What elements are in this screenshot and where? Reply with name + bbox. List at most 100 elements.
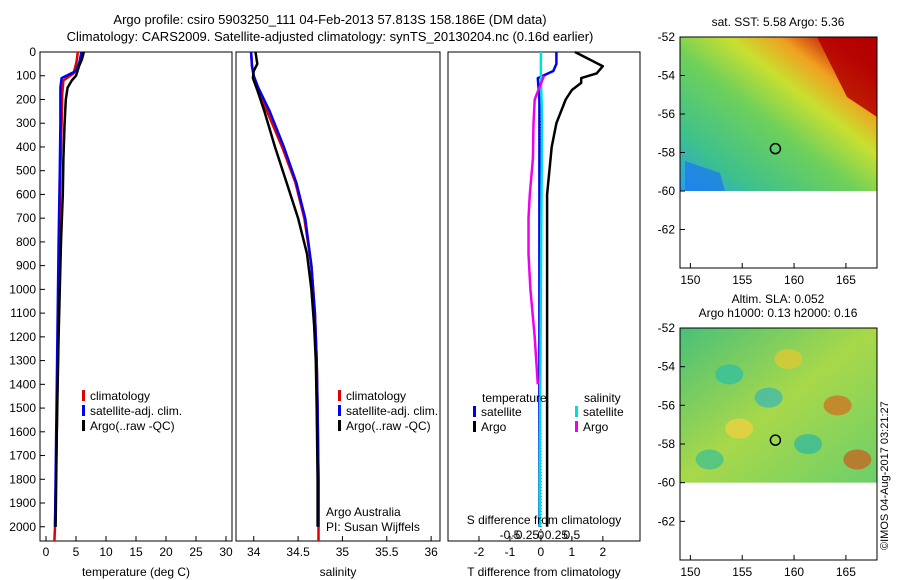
legend-swatch	[473, 421, 476, 432]
legend-swatch	[338, 420, 341, 431]
legend-swatch	[82, 405, 85, 416]
x-tick-label: 36	[424, 545, 438, 559]
x-tick-label: -1	[505, 545, 516, 559]
map-y-tick-label: -56	[658, 398, 676, 412]
map-y-tick-label: -54	[658, 360, 676, 374]
y-tick-label: 0	[29, 45, 36, 59]
panel-frame-0	[39, 51, 233, 542]
map-x-tick-label: 150	[680, 565, 700, 579]
legend-label: climatology	[346, 389, 406, 403]
top-x-tick-label: 0.25	[545, 528, 569, 542]
x-axis-label: salinity	[320, 565, 357, 579]
legend-label: satellite	[481, 405, 522, 419]
sla-eddy	[754, 387, 783, 408]
legend-swatch	[338, 405, 341, 416]
map-x-tick-label: 165	[836, 273, 856, 287]
credit-stamp: ©IMOS 04-Aug-2017 03:21:27	[879, 401, 891, 550]
legend-label: Argo(..raw -QC)	[90, 419, 175, 433]
warm-patch	[817, 37, 877, 117]
x-axis-label: temperature (deg C)	[82, 565, 190, 579]
sla-eddy	[725, 418, 754, 439]
cold-patch	[685, 161, 725, 191]
legend-swatch	[473, 406, 476, 417]
y-tick-label: 900	[16, 259, 36, 273]
y-tick-label: 1200	[9, 330, 36, 344]
sla-eddy	[715, 364, 744, 385]
sla-map-title-line-1: Altim. SLA: 0.052	[732, 292, 825, 306]
map-x-tick-label: 165	[836, 565, 856, 579]
map-x-tick-label: 155	[732, 565, 752, 579]
top-x-tick-label: 0	[538, 528, 545, 542]
y-tick-label: 400	[16, 140, 36, 154]
legend-swatch	[338, 390, 341, 401]
top-x-tick-label: 0.5	[564, 528, 581, 542]
y-tick-label: 1000	[9, 282, 36, 296]
y-tick-label: 1900	[9, 496, 36, 510]
series-line-argo	[251, 51, 319, 527]
panel-frame-1	[235, 51, 441, 542]
map-x-tick-label: 150	[680, 273, 700, 287]
map-y-tick-label: -56	[658, 107, 676, 121]
map-y-tick-label: -62	[658, 223, 676, 237]
x-tick-label: 0	[43, 545, 50, 559]
legend-label: satellite	[583, 405, 624, 419]
series-line-argo	[54, 51, 86, 527]
x-tick-label: 35	[336, 545, 350, 559]
legend-label: Argo	[583, 420, 609, 434]
legend-label: satellite-adj. clim.	[90, 404, 182, 418]
y-tick-label: 1800	[9, 472, 36, 486]
y-tick-label: 1500	[9, 401, 36, 415]
legend-swatch	[82, 420, 85, 431]
profile-marker	[769, 142, 782, 155]
x-tick-label: 35.5	[375, 545, 399, 559]
legend-group-temperature: temperature	[482, 391, 547, 405]
map-y-tick-label: -60	[658, 476, 676, 490]
x-tick-label: 1	[569, 545, 576, 559]
x-tick-label: 20	[159, 545, 173, 559]
legend-group-salinity: salinity	[584, 391, 621, 405]
legend-label: Argo(..raw -QC)	[346, 419, 431, 433]
y-tick-label: 800	[16, 235, 36, 249]
y-tick-label: 600	[16, 187, 36, 201]
y-tick-label: 700	[16, 211, 36, 225]
y-tick-label: 1600	[9, 425, 36, 439]
sla-eddy	[843, 449, 872, 470]
y-tick-label: 500	[16, 164, 36, 178]
legend-swatch	[575, 406, 578, 417]
series-line-temperature-argo	[545, 50, 605, 527]
y-tick-label: 1700	[9, 449, 36, 463]
y-tick-label: 1300	[9, 354, 36, 368]
annotation-line-2: PI: Susan Wijffels	[326, 520, 420, 534]
map-y-tick-label: -52	[658, 321, 676, 335]
x-tick-label: 34.5	[286, 545, 310, 559]
top-axis-label: S difference from climatology	[467, 513, 622, 527]
x-tick-label: 15	[129, 545, 143, 559]
title-line-2: Climatology: CARS2009. Satellite-adjuste…	[66, 29, 594, 44]
y-tick-label: 200	[16, 92, 36, 106]
map-x-tick-label: 160	[784, 273, 804, 287]
sla-eddy	[774, 348, 803, 369]
x-tick-label: 0	[538, 545, 545, 559]
y-tick-label: 1100	[10, 306, 36, 320]
map-y-tick-label: -58	[658, 437, 676, 451]
legend-swatch	[575, 421, 578, 432]
top-x-tick-label: -0.5	[500, 528, 521, 542]
map-x-tick-label: 160	[784, 565, 804, 579]
legend-label: climatology	[90, 389, 150, 403]
y-tick-label: 2000	[9, 520, 36, 534]
map-y-tick-label: -58	[658, 146, 676, 160]
legend-label: Argo	[481, 420, 507, 434]
top-x-tick-label: -0.25	[512, 528, 540, 542]
annotation-line-1: Argo Australia	[326, 505, 401, 519]
x-axis-label: T difference from climatology	[467, 565, 621, 579]
title-line-1: Argo profile: csiro 5903250_111 04-Feb-2…	[113, 12, 547, 27]
credit-text: ©IMOS 04-Aug-2017 03:21:27	[879, 401, 891, 550]
x-tick-label: 25	[189, 545, 203, 559]
y-tick-label: 300	[16, 116, 36, 130]
x-tick-label: 10	[99, 545, 113, 559]
sla-eddy	[695, 449, 724, 470]
panel-frame-2	[447, 51, 641, 542]
x-tick-label: -2	[474, 545, 485, 559]
